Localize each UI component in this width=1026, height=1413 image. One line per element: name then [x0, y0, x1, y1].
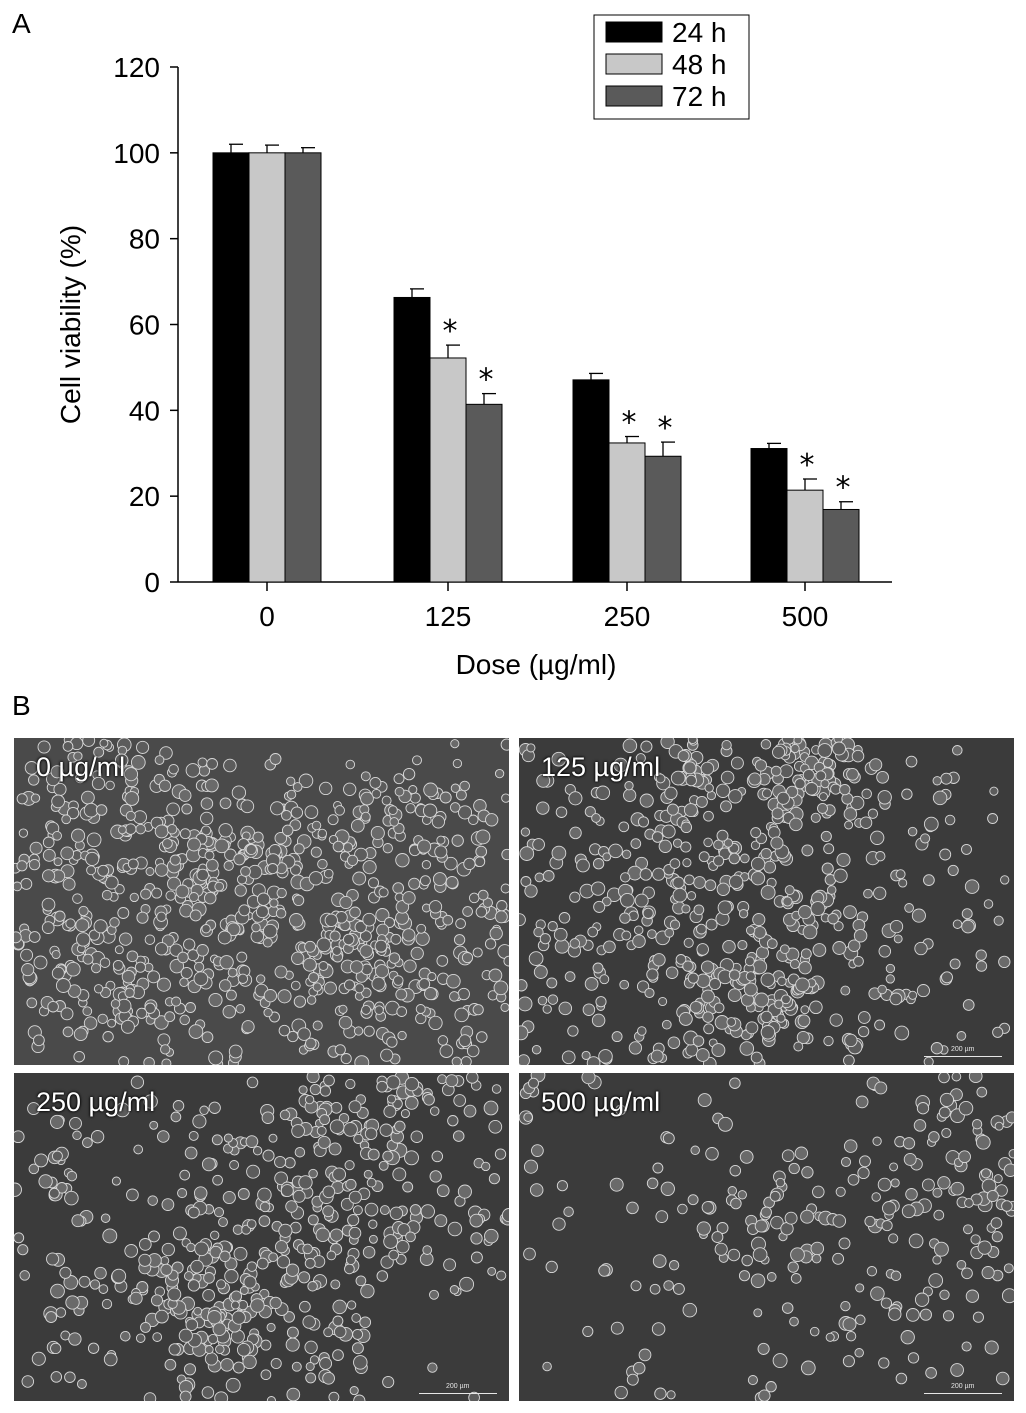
micrograph-2: 250 µg/ml 200 µm — [14, 1073, 509, 1401]
bar-chart: 0 20 40 60 80 100 120 Cell viability (%) 0 125 * * 2… — [55, 14, 892, 680]
micrograph-1-label: 125 µg/ml — [541, 752, 661, 782]
bar-72h-0 — [284, 152, 322, 583]
micrograph-3-cells — [519, 1073, 1014, 1401]
micrograph-0-cells — [14, 738, 509, 1065]
micrograph-0: 0 µg/ml — [14, 738, 509, 1065]
significance-star-72h-125: * — [479, 363, 494, 398]
legend-swatch-2 — [605, 85, 663, 107]
micrograph-0-label: 0 µg/ml — [36, 752, 126, 782]
bar-72h-250 — [644, 455, 682, 583]
x-tick-label-2: 250 — [604, 601, 651, 632]
micrograph-1-cells — [519, 738, 1014, 1065]
y-tick-label-1: 20 — [129, 481, 160, 512]
bar-24h-0 — [212, 152, 250, 583]
legend-label-1: 48 h — [672, 49, 727, 80]
bar-48h-500 — [786, 489, 824, 583]
significance-star-48h-500: * — [800, 448, 815, 483]
scale-text-1: 200 µm — [951, 1046, 975, 1053]
y-tick-label-5: 100 — [113, 138, 160, 169]
micrograph-1: 125 µg/ml 200 µm — [519, 738, 1014, 1065]
y-tick-label-6: 120 — [113, 52, 160, 83]
scale-bar-2 — [419, 1393, 497, 1394]
scale-text-3: 200 µm — [951, 1383, 975, 1390]
x-tick-label-1: 125 — [425, 601, 472, 632]
micrograph-2-label: 250 µg/ml — [36, 1087, 156, 1117]
legend-swatch-1 — [605, 53, 663, 75]
significance-star-72h-250: * — [658, 411, 673, 446]
micrograph-3: 500 µg/ml 200 µm — [519, 1073, 1014, 1401]
y-tick-label-3: 60 — [129, 310, 160, 341]
scale-bar-1 — [924, 1056, 1002, 1057]
bar-24h-125 — [393, 296, 431, 583]
bar-48h-125 — [429, 357, 467, 583]
x-axis-title: Dose (µg/ml) — [456, 649, 617, 680]
significance-star-72h-500: * — [836, 471, 851, 506]
bar-72h-500 — [822, 508, 860, 583]
legend-swatch-0 — [605, 21, 663, 43]
micrograph-2-cells — [14, 1073, 509, 1401]
x-tick-label-3: 500 — [782, 601, 829, 632]
y-tick-label-4: 80 — [129, 224, 160, 255]
legend-label-2: 72 h — [672, 81, 727, 112]
x-tick-label-0: 0 — [259, 601, 275, 632]
significance-star-48h-125: * — [443, 314, 458, 349]
significance-star-48h-250: * — [622, 406, 637, 441]
bar-72h-125 — [465, 403, 503, 583]
bar-48h-250 — [608, 442, 646, 583]
micrograph-3-label: 500 µg/ml — [541, 1087, 661, 1117]
panel-b-letter: B — [12, 690, 31, 721]
panel-a-letter: A — [12, 8, 31, 39]
scale-bar-3 — [924, 1393, 1002, 1394]
bar-48h-0 — [248, 152, 286, 583]
bar-24h-250 — [572, 379, 610, 583]
legend-label-0: 24 h — [672, 17, 727, 48]
y-axis-title: Cell viability (%) — [55, 225, 86, 424]
y-tick-label-2: 40 — [129, 395, 160, 426]
y-tick-label-0: 0 — [144, 567, 160, 598]
bar-24h-500 — [750, 448, 788, 583]
scale-text-2: 200 µm — [446, 1383, 470, 1390]
